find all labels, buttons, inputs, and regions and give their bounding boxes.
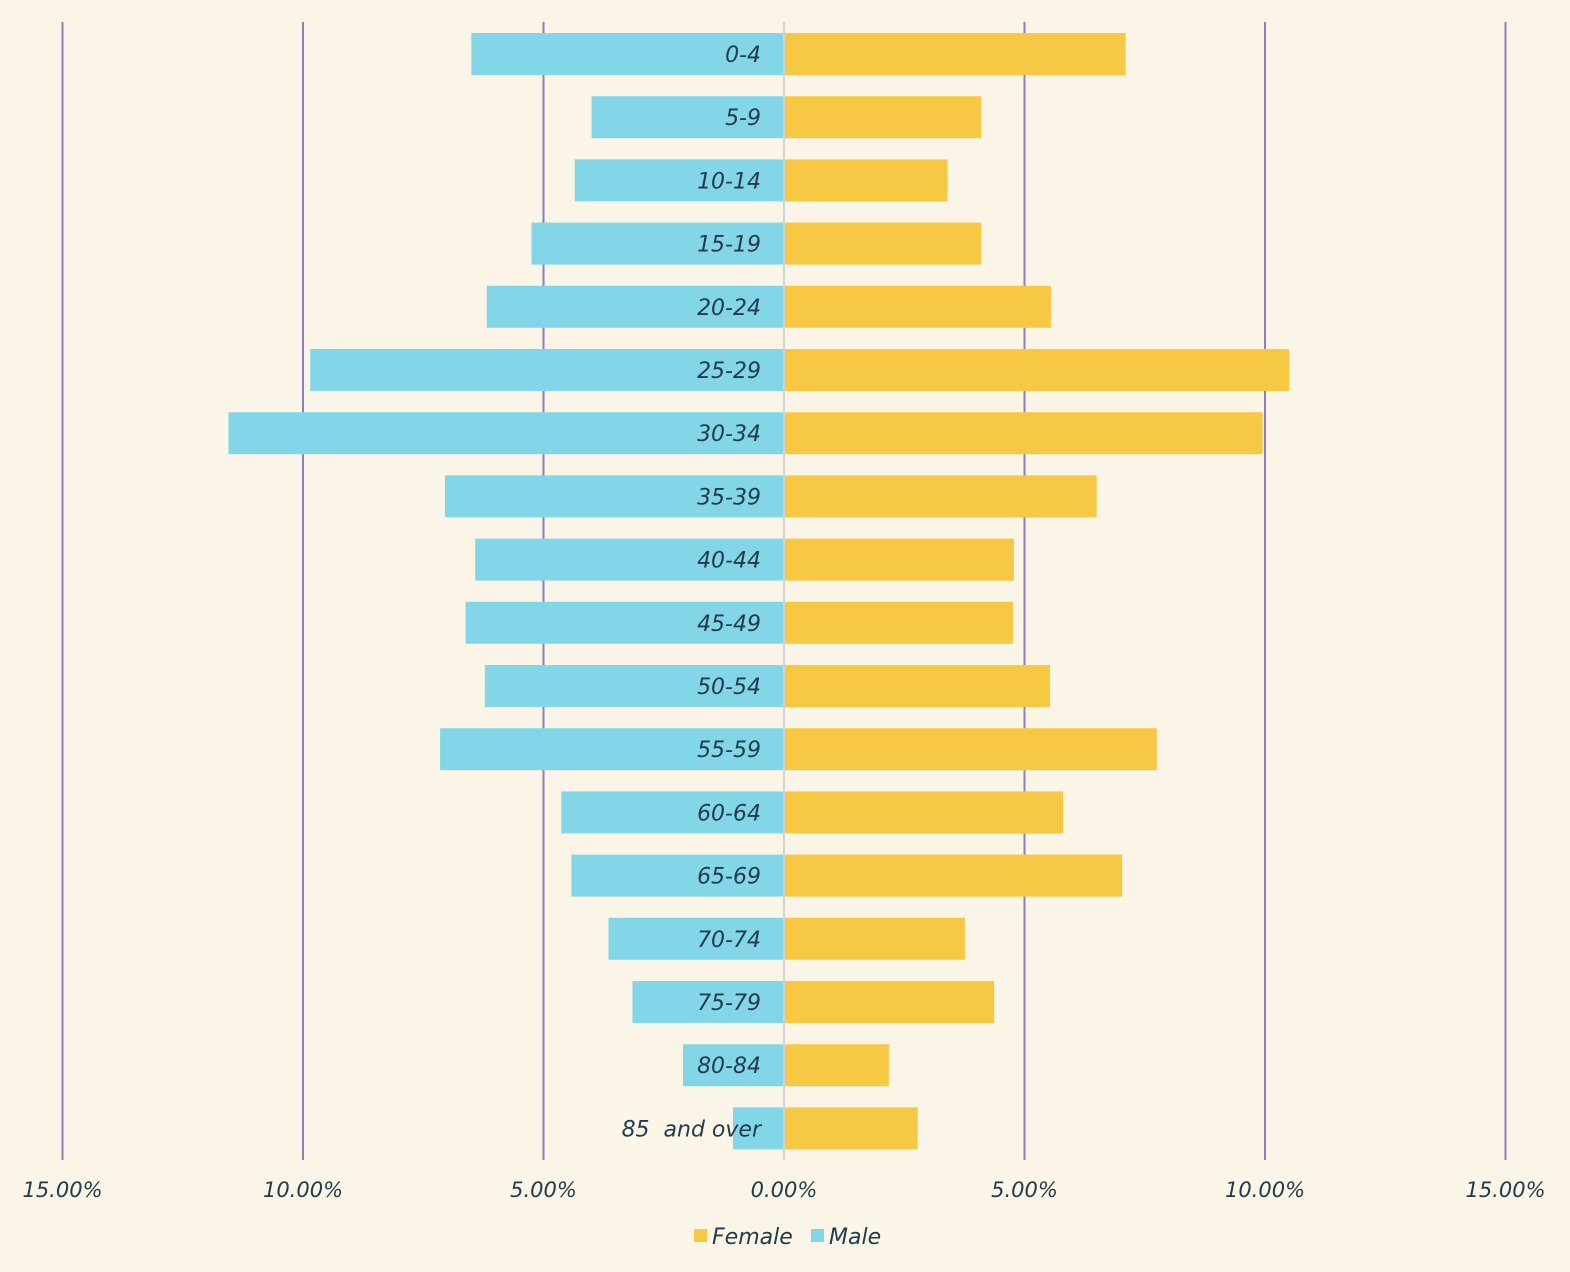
x-axis-ticks: 15.00% 10.00% 5.00% 0.00% 5.00% 10.00% 15.00% — [22, 1178, 1545, 1202]
category-label: 20-24 — [697, 296, 761, 321]
bar-female-85-and-over — [784, 1107, 918, 1150]
category-label: 80-84 — [697, 1054, 761, 1079]
bar-male-30-34 — [228, 412, 784, 455]
bar-male-0-4 — [471, 33, 784, 75]
bar-female-75-79 — [784, 981, 995, 1023]
bar-male-5-9 — [591, 96, 784, 139]
bar-male-70-74 — [608, 917, 784, 960]
category-label: 5-9 — [725, 106, 761, 131]
bar-female-60-64 — [784, 791, 1063, 834]
bar-male-15-19 — [531, 222, 784, 265]
category-label: 10-14 — [697, 169, 761, 194]
category-label: 40-44 — [697, 549, 761, 574]
bar-female-50-54 — [784, 665, 1050, 707]
bar-female-40-44 — [784, 538, 1014, 581]
bar-male-25-29 — [310, 349, 784, 391]
category-label: 25-29 — [697, 359, 761, 384]
category-labels: 0-4 5-9 10-14 15-19 20-24 25-29 30-34 35-39 40-4… — [622, 43, 763, 1142]
bar-male-85-and-over — [733, 1107, 784, 1150]
bars — [228, 33, 1290, 1150]
bar-female-65-69 — [784, 854, 1123, 897]
bar-female-15-19 — [784, 222, 982, 265]
category-label: 65-69 — [697, 865, 761, 890]
bar-female-10-14 — [784, 159, 948, 202]
x-tick-label: 5.00% — [991, 1178, 1058, 1202]
x-tick-label: 15.00% — [1465, 1178, 1545, 1202]
legend-label-female: Female — [712, 1225, 793, 1250]
bar-female-30-34 — [784, 412, 1263, 455]
bar-male-20-24 — [486, 285, 784, 328]
category-label: 50-54 — [697, 675, 761, 700]
bar-female-25-29 — [784, 349, 1290, 391]
gridlines — [61, 22, 1507, 1160]
category-label: 70-74 — [697, 928, 761, 953]
category-label: 60-64 — [697, 801, 761, 826]
category-label: 30-34 — [697, 422, 761, 447]
category-label: 0-4 — [725, 43, 761, 68]
category-label: 35-39 — [697, 485, 761, 510]
bar-male-10-14 — [574, 159, 784, 202]
bar-male-75-79 — [632, 981, 784, 1023]
bar-female-0-4 — [784, 33, 1126, 75]
category-label: 45-49 — [697, 612, 761, 637]
bar-male-40-44 — [475, 538, 784, 581]
legend-label-male: Male — [829, 1225, 881, 1250]
legend-swatch-female — [694, 1229, 707, 1242]
bar-female-70-74 — [784, 917, 965, 960]
x-tick-label: 15.00% — [22, 1178, 102, 1202]
category-label: 55-59 — [697, 738, 761, 763]
x-tick-label: 10.00% — [263, 1178, 343, 1202]
x-tick-label: 10.00% — [1225, 1178, 1305, 1202]
category-label: 15-19 — [697, 233, 761, 258]
bar-male-60-64 — [561, 791, 784, 834]
x-tick-label: 0.00% — [751, 1178, 818, 1202]
bar-male-50-54 — [484, 665, 784, 707]
bar-male-35-39 — [444, 475, 784, 518]
bar-male-55-59 — [440, 728, 784, 771]
bar-female-45-49 — [784, 601, 1013, 644]
bar-female-20-24 — [784, 285, 1051, 328]
legend-swatch-male — [811, 1229, 824, 1242]
category-label: 85 and over — [622, 1117, 763, 1142]
bar-female-35-39 — [784, 475, 1097, 518]
bar-female-5-9 — [784, 96, 982, 139]
x-tick-label: 5.00% — [510, 1178, 577, 1202]
legend: Female Male — [694, 1225, 881, 1250]
bar-male-65-69 — [571, 854, 784, 897]
bar-male-45-49 — [465, 601, 784, 644]
bar-female-55-59 — [784, 728, 1157, 771]
bar-female-80-84 — [784, 1044, 889, 1087]
category-label: 75-79 — [697, 991, 761, 1016]
bar-male-80-84 — [682, 1044, 784, 1087]
